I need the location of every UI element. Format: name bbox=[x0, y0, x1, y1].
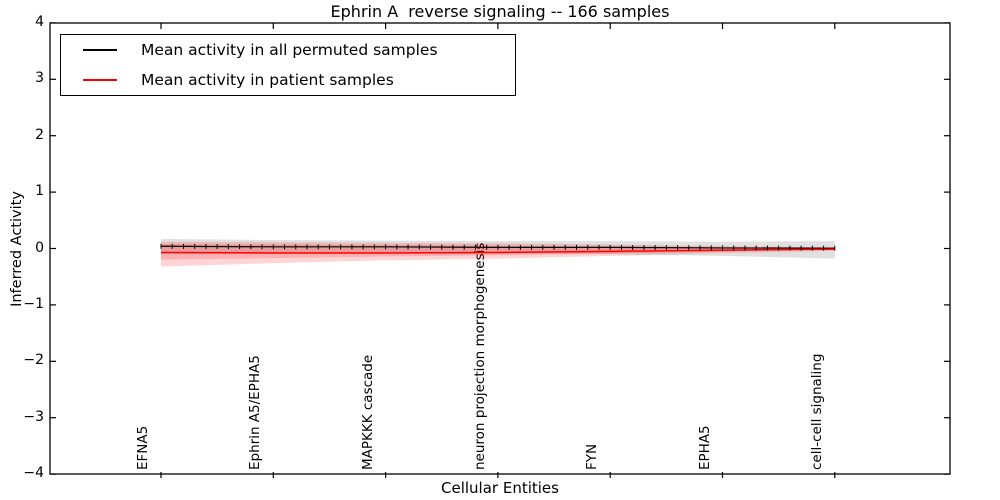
y-tick-label: 0 bbox=[35, 239, 44, 256]
legend-line-permuted-icon bbox=[83, 49, 117, 52]
y-tick-label: −4 bbox=[23, 465, 44, 482]
legend-entry: Mean activity in patient samples bbox=[61, 66, 515, 94]
y-tick-label: −3 bbox=[23, 408, 44, 425]
y-tick-label: 4 bbox=[35, 13, 44, 30]
y-tick-label: 3 bbox=[35, 70, 44, 87]
chart-title: Ephrin A reverse signaling -- 166 sample… bbox=[330, 2, 670, 21]
x-axis-label: Cellular Entities bbox=[441, 479, 559, 497]
y-tick-label: 1 bbox=[35, 183, 44, 200]
legend-label: Mean activity in patient samples bbox=[141, 70, 394, 89]
legend-entry: Mean activity in all permuted samples bbox=[61, 36, 515, 64]
y-tick-label: −2 bbox=[23, 352, 44, 369]
y-tick-label: 2 bbox=[35, 126, 44, 143]
legend-label: Mean activity in all permuted samples bbox=[141, 41, 438, 60]
y-tick-label: −1 bbox=[23, 295, 44, 312]
legend-line-patient-icon bbox=[83, 78, 117, 81]
legend: Mean activity in all permuted samples Me… bbox=[60, 34, 516, 96]
